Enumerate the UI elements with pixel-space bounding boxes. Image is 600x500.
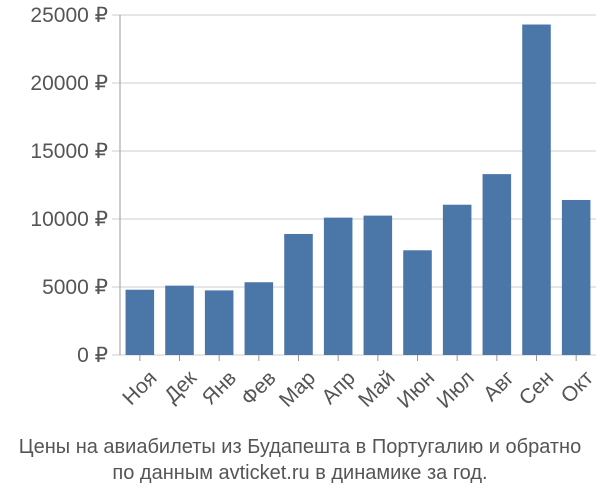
x-tick-label: Июн bbox=[393, 366, 439, 412]
bar bbox=[561, 199, 591, 355]
y-tick-label: 25000 ₽ bbox=[30, 4, 108, 27]
x-tick-label: Июл bbox=[432, 366, 478, 412]
chart-caption-line-2: по данным avticket.ru в динамике за год. bbox=[112, 462, 488, 484]
x-tick-label: Сен bbox=[515, 366, 558, 409]
x-tick-label: Окт bbox=[557, 366, 599, 408]
chart-caption-line-1: Цены на авиабилеты из Будапешта в Португ… bbox=[18, 436, 582, 458]
y-tick-label: 20000 ₽ bbox=[30, 72, 108, 95]
bar bbox=[442, 204, 472, 355]
y-tick-label: 15000 ₽ bbox=[30, 140, 108, 163]
bar bbox=[363, 215, 393, 355]
bars bbox=[125, 24, 591, 356]
x-tick-label: Апр bbox=[317, 366, 359, 408]
bar bbox=[204, 290, 234, 355]
x-tick-label: Май bbox=[354, 366, 399, 411]
x-tick-label: Авг bbox=[479, 366, 519, 406]
x-tick-label: Мар bbox=[275, 366, 320, 411]
y-tick-label: 5000 ₽ bbox=[42, 276, 108, 299]
x-tick-label: Янв bbox=[198, 366, 241, 409]
x-tick-label: Фев bbox=[237, 366, 281, 410]
x-tick-label: Ноя bbox=[118, 366, 161, 409]
bar bbox=[244, 282, 274, 355]
bar-chart: 0 ₽ 5000 ₽ 10000 ₽ 15000 ₽ 20000 ₽ 25000 ₽ Но… bbox=[30, 4, 598, 413]
bar bbox=[323, 217, 353, 355]
x-tick-label: Дек bbox=[160, 366, 202, 408]
bar bbox=[482, 174, 512, 355]
y-axis-ticks: 0 ₽ 5000 ₽ 10000 ₽ 15000 ₽ 20000 ₽ 25000 ₽ bbox=[30, 4, 108, 367]
bar bbox=[165, 285, 194, 355]
bar bbox=[284, 233, 313, 355]
bar bbox=[522, 24, 551, 356]
bar bbox=[125, 289, 155, 355]
y-tick-label: 0 ₽ bbox=[77, 344, 108, 367]
y-tick-label: 10000 ₽ bbox=[30, 208, 108, 231]
bar bbox=[403, 250, 432, 355]
